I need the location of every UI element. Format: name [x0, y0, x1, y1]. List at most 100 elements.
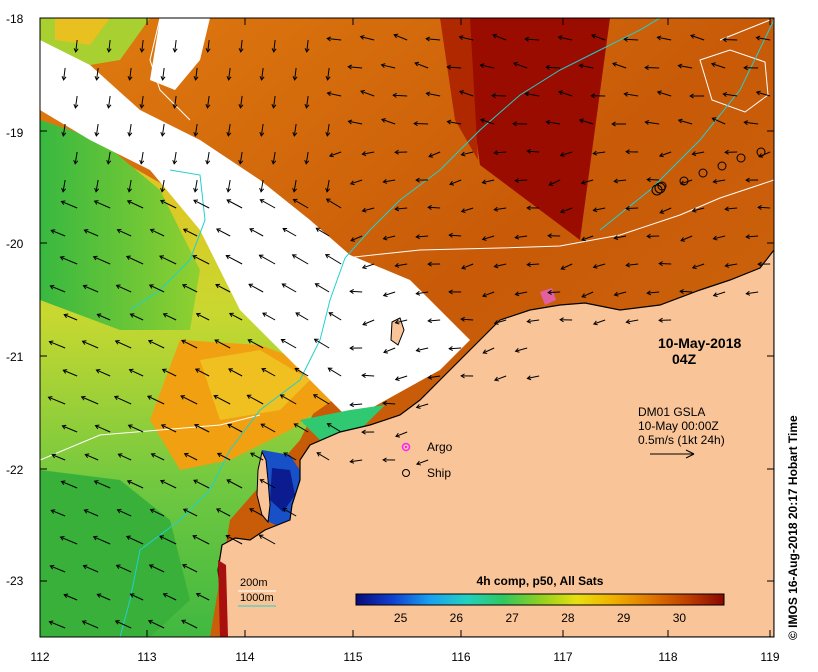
current-vector-head: [458, 35, 464, 40]
current-vector-head: [94, 76, 100, 81]
current-vector-head: [612, 62, 617, 67]
axis-ticks: [39, 17, 774, 637]
current-vector-head: [215, 508, 221, 513]
current-vector-head: [60, 480, 66, 485]
current-vector: [614, 235, 627, 239]
current-vector: [746, 235, 759, 238]
current-vector-head: [259, 479, 265, 484]
current-vector-head: [757, 261, 762, 267]
current-vector-head: [557, 90, 563, 95]
current-vector: [293, 198, 309, 209]
current-vector-head: [580, 179, 586, 185]
current-vector-head: [413, 121, 418, 127]
current-vector: [659, 151, 672, 157]
current-vector: [678, 65, 693, 69]
current-vector: [60, 536, 78, 545]
current-vector: [129, 369, 144, 377]
current-vector-head: [205, 48, 211, 53]
current-vector: [614, 179, 627, 182]
current-vector: [293, 123, 297, 136]
current-vector: [383, 179, 396, 183]
current-vector: [723, 93, 738, 97]
current-vector: [350, 179, 363, 185]
contour-1000m-south: [119, 257, 346, 637]
current-vector-head: [710, 62, 716, 67]
current-vector-head: [394, 149, 399, 155]
current-vector: [117, 229, 132, 237]
current-vector-head: [677, 118, 683, 124]
current-vector-head: [316, 452, 322, 457]
current-vector: [250, 452, 264, 461]
current-vector-head: [559, 208, 565, 214]
current-vector: [94, 200, 111, 209]
colorbar-tick-label: 26: [450, 611, 464, 625]
current-vector: [294, 67, 297, 80]
current-vector-head: [394, 376, 400, 382]
nw-yellow-patch: [55, 18, 110, 45]
current-vector-head: [625, 319, 631, 325]
current-vector-head: [94, 187, 100, 193]
current-vector-head: [644, 120, 650, 125]
lat-axis: -18 -19 -20 -21 -22 -23: [6, 12, 24, 588]
current-vector-head: [691, 264, 697, 270]
contour-200m: [344, 179, 774, 259]
current-vector-head: [59, 256, 65, 261]
current-vector-head: [613, 178, 619, 184]
current-vector-head: [382, 235, 388, 241]
current-vector: [647, 291, 660, 294]
current-vector-head: [172, 104, 178, 109]
current-vector: [140, 95, 144, 108]
current-vector-head: [181, 619, 186, 625]
current-vector: [515, 235, 528, 239]
current-vectors: [47, 33, 771, 629]
current-vector: [107, 95, 111, 108]
current-vector-head: [259, 131, 265, 137]
current-vector: [95, 179, 99, 192]
current-vector: [192, 255, 210, 265]
current-vector: [527, 263, 540, 266]
lat-label-23: -23: [6, 574, 24, 588]
current-vector-head: [295, 312, 301, 317]
current-vector: [228, 368, 243, 377]
current-vector: [239, 95, 243, 108]
current-vector-head: [526, 375, 532, 381]
current-vector-head: [195, 592, 201, 598]
current-vector-head: [226, 131, 232, 137]
current-vector-head: [238, 48, 244, 53]
contour-200m-label: 200m: [240, 577, 268, 589]
current-vector-head: [95, 368, 101, 374]
current-vector: [195, 67, 198, 80]
current-vector-head: [291, 254, 297, 259]
current-vector-head: [757, 204, 762, 210]
current-vector-head: [262, 312, 267, 317]
current-vector: [581, 291, 594, 298]
current-vector-head: [722, 92, 728, 97]
current-vector-head: [113, 395, 119, 401]
lat-label-18: -18: [6, 12, 24, 26]
current-vector-head: [172, 159, 178, 165]
current-vector: [114, 396, 132, 405]
current-vector: [758, 151, 771, 158]
current-vector: [96, 369, 111, 377]
current-vector-head: [712, 235, 718, 241]
current-vector-head: [592, 207, 598, 213]
current-vector: [75, 39, 78, 52]
current-vector-head: [312, 394, 318, 399]
current-vector: [207, 39, 210, 52]
current-vector-head: [48, 620, 54, 626]
current-vector: [428, 375, 441, 379]
current-vector-head: [479, 118, 485, 123]
current-vector-head: [611, 121, 616, 127]
current-vector-head: [383, 348, 389, 354]
current-vector: [561, 263, 573, 270]
current-vector-head: [159, 479, 165, 485]
current-vector-head: [392, 92, 397, 98]
current-vector: [327, 67, 330, 80]
current-vector: [713, 235, 726, 240]
land-australia: [217, 249, 774, 637]
current-vector-head: [623, 91, 629, 97]
current-vector-head: [149, 508, 155, 514]
current-vector-head: [625, 149, 630, 155]
current-vector-head: [61, 76, 67, 81]
current-vector-head: [127, 76, 133, 81]
